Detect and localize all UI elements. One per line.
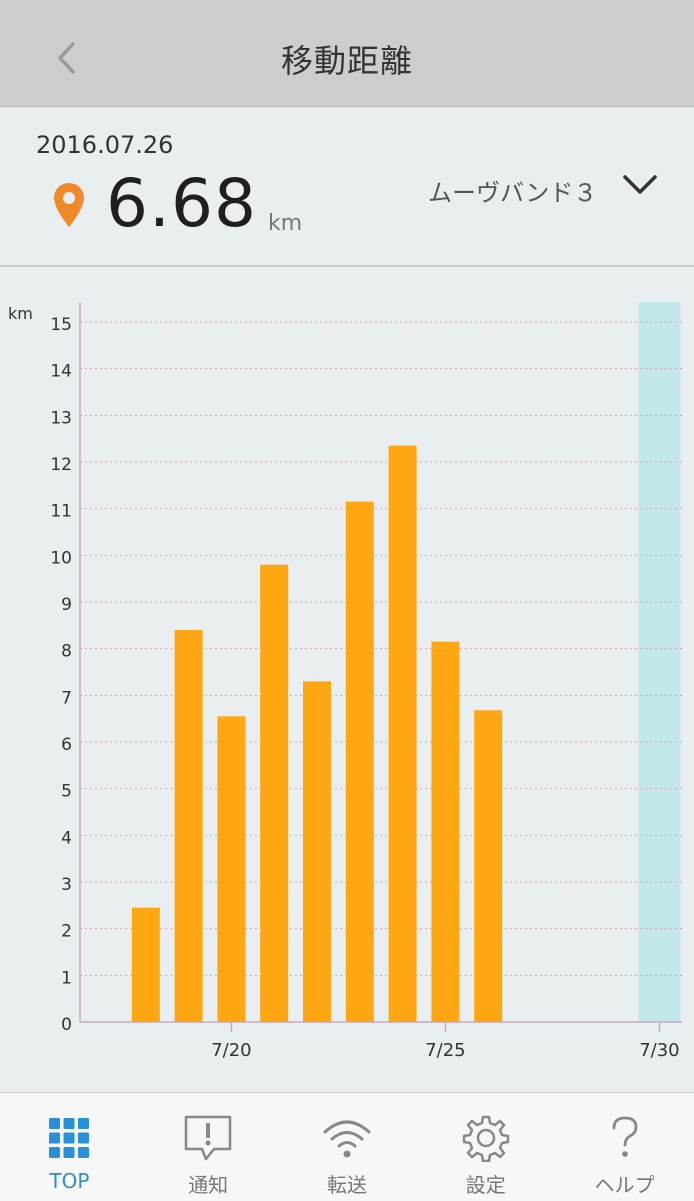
y-tick-label: 11 — [50, 502, 72, 522]
chevron-down-icon[interactable] — [620, 171, 660, 199]
tab-settings-label: 設定 — [465, 1173, 506, 1197]
y-tick-label: 8 — [61, 642, 72, 662]
tab-help-label: ヘルプ — [594, 1173, 655, 1197]
distance-unit: km — [268, 211, 303, 236]
y-tick-label: 3 — [61, 875, 72, 895]
bar-7-22 — [303, 681, 331, 1022]
notification-icon — [184, 1115, 232, 1161]
y-tick-label: 6 — [61, 735, 72, 755]
page-title: 移動距離 — [280, 42, 413, 80]
y-tick-label: 13 — [50, 408, 72, 428]
bar-7-23 — [345, 501, 374, 1022]
x-tick-label: 7/30 — [639, 1040, 679, 1061]
y-tick-label: 0 — [61, 1015, 72, 1035]
y-axis-label: km — [8, 304, 33, 323]
bar-7-26 — [474, 710, 503, 1022]
tab-help[interactable]: ヘルプ — [555, 1093, 694, 1201]
bar-7-24 — [388, 445, 417, 1022]
y-tick-label: 5 — [61, 782, 72, 802]
grid-icon — [49, 1118, 90, 1158]
y-tick-label: 2 — [61, 922, 72, 942]
date-label: 2016.07.26 — [36, 131, 174, 159]
gear-icon — [462, 1115, 510, 1162]
location-pin-icon — [54, 183, 84, 227]
bar-7-19 — [174, 630, 203, 1022]
wifi-icon — [323, 1120, 371, 1158]
y-tick-label: 9 — [61, 595, 72, 615]
bar-7-18 — [131, 907, 160, 1022]
tab-top[interactable]: TOP — [0, 1093, 139, 1201]
highlight-column — [638, 302, 681, 1022]
y-tick-label: 15 — [50, 315, 72, 335]
tab-top-label: TOP — [49, 1169, 90, 1193]
tab-notification-label: 通知 — [188, 1173, 229, 1197]
distance-value: 6.68 — [106, 165, 257, 242]
tab-transfer[interactable]: 転送 — [278, 1093, 417, 1201]
bar-7-21 — [260, 564, 289, 1022]
y-tick-label: 1 — [61, 968, 72, 988]
bar-7-20 — [217, 716, 246, 1022]
tab-notification[interactable]: 通知 — [139, 1093, 278, 1201]
summary-panel: 2016.07.26 6.68 km ムーヴバンド３ — [0, 107, 694, 267]
bar-7-25 — [431, 641, 460, 1022]
device-selector-label[interactable]: ムーヴバンド３ — [428, 179, 598, 207]
help-icon — [612, 1116, 637, 1157]
y-tick-label: 10 — [50, 548, 72, 568]
y-tick-label: 7 — [61, 688, 72, 708]
x-tick-label: 7/25 — [425, 1040, 465, 1061]
tab-settings[interactable]: 設定 — [416, 1093, 555, 1201]
y-tick-label: 4 — [61, 828, 72, 848]
y-tick-label: 12 — [50, 455, 72, 475]
distance-chart: 0 1 2 3 4 5 6 7 8 9 10 11 12 13 14 15 km 7/20 7/25 7/30 — [0, 267, 694, 1091]
tab-transfer-label: 転送 — [326, 1173, 367, 1197]
chevron-left-icon — [58, 42, 75, 74]
y-tick-label: 14 — [50, 362, 72, 382]
x-tick-label: 7/20 — [211, 1040, 251, 1061]
back-button[interactable] — [44, 36, 88, 80]
navigation-bar: 移動距離 — [0, 0, 694, 107]
tab-bar: TOP 通知 転送 — [0, 1092, 694, 1201]
